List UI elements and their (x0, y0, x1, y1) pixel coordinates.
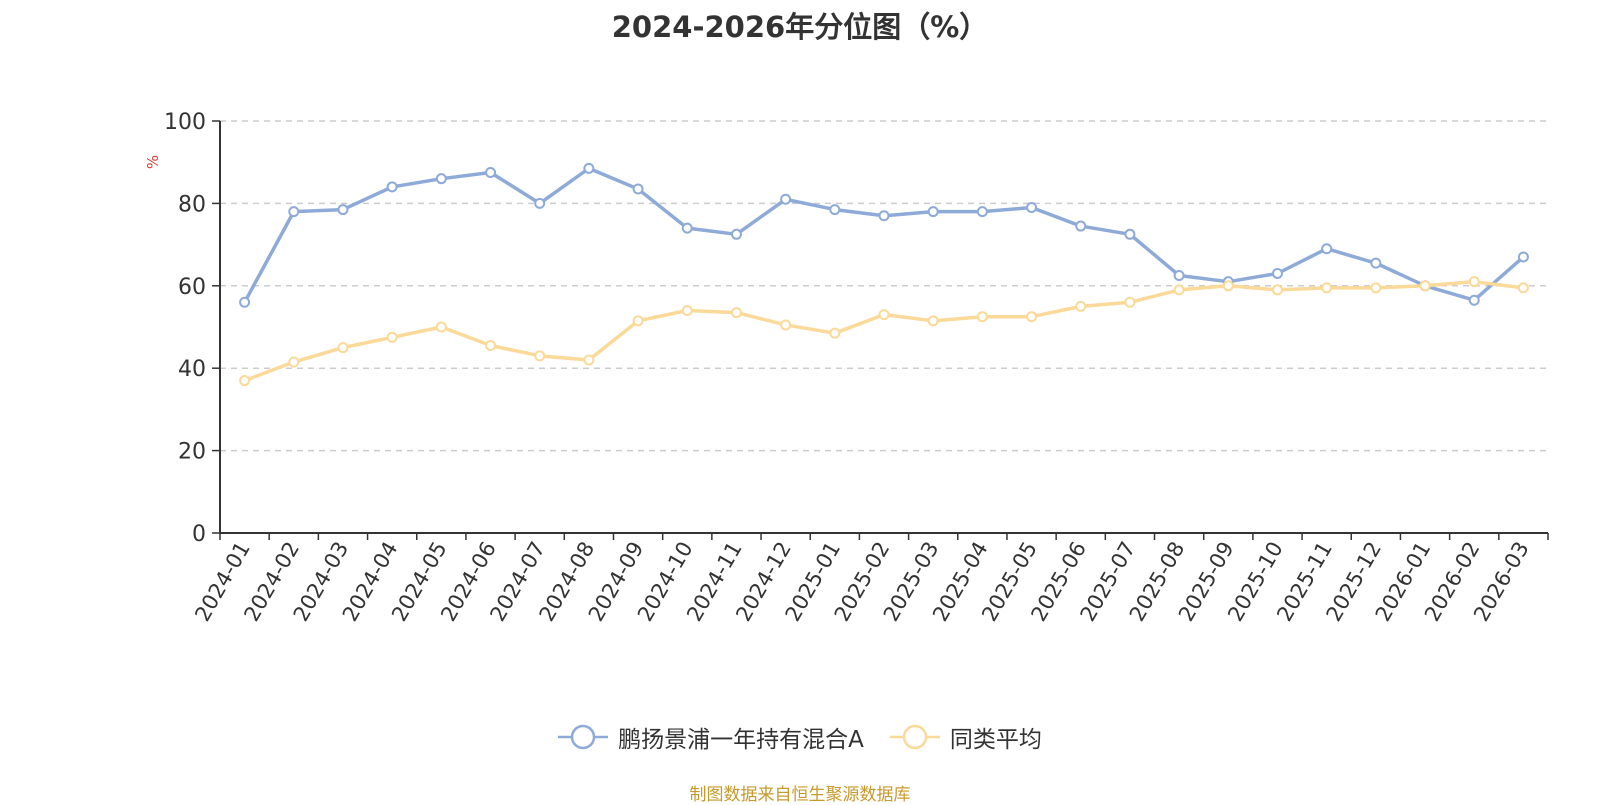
series-0-point (534, 197, 546, 209)
series-1-point (730, 307, 742, 319)
series-0-point (1026, 202, 1038, 214)
series-1-point (829, 327, 841, 339)
series-1-point (1321, 282, 1333, 294)
series-1-point (632, 315, 644, 327)
y-tick-label: 40 (178, 357, 206, 382)
series-1-point (878, 309, 890, 321)
series-1-point (681, 305, 693, 317)
series-0-point (1271, 267, 1283, 279)
series-0-point (337, 204, 349, 216)
series-0-point (1124, 228, 1136, 240)
series-0-point (239, 296, 251, 308)
y-tick-label: 80 (178, 192, 206, 217)
series-0-point (485, 167, 497, 178)
series-0-point (927, 206, 939, 218)
series-1-point (1271, 284, 1283, 296)
y-tick-label: 100 (164, 110, 206, 135)
series-1-point (435, 321, 447, 333)
y-tick-label: 20 (178, 440, 206, 465)
series-0-point (435, 173, 447, 185)
series-0-point (829, 204, 841, 216)
y-axis-label: % (144, 155, 162, 169)
legend-item-0[interactable]: 鹏扬景浦一年持有混合A (558, 720, 864, 754)
series-0-point (1321, 243, 1333, 255)
legend-line-circle-icon (558, 724, 609, 750)
legend-line-circle-icon (889, 724, 940, 750)
line-chart: % 0204060801002024-012024-022024-032024-… (144, 110, 1549, 625)
series-1-point (1468, 276, 1480, 288)
series-1-point (337, 342, 349, 354)
series-1-point (1222, 280, 1234, 292)
series-1-point (1173, 284, 1185, 296)
series-0-point (976, 206, 988, 218)
chart-legend[interactable]: 鹏扬景浦一年持有混合A 同类平均 (0, 720, 1600, 754)
series-1-point (386, 331, 398, 343)
series-0-point (1370, 257, 1382, 269)
series-0-point (386, 181, 398, 193)
series-1-point (1075, 300, 1087, 312)
series-0-point (878, 210, 890, 222)
series-0-point (632, 183, 644, 195)
series-line-0 (243, 166, 1525, 304)
series-line-1 (243, 279, 1524, 383)
series-1-point (485, 340, 497, 352)
series-0-point (780, 193, 792, 205)
legend-item-1[interactable]: 同类平均 (889, 720, 1042, 754)
series-0-point (730, 228, 742, 240)
series-1-point (288, 356, 300, 368)
series-1-point (534, 350, 546, 362)
series-0-point (681, 222, 693, 234)
series-1-point (1124, 296, 1136, 308)
series-1-point (1419, 280, 1431, 292)
series-0-point (1468, 294, 1480, 306)
series-0-point (1517, 251, 1529, 263)
legend-label: 同类平均 (949, 727, 1042, 753)
y-tick-label: 60 (178, 275, 206, 300)
chart-title: 2024-2026年分位图（%） (611, 10, 989, 44)
series-1-point (927, 315, 939, 327)
series-1-point (1517, 282, 1529, 294)
series-0-point (288, 206, 300, 218)
series-0-point (1173, 270, 1185, 281)
series-1-point (583, 354, 595, 366)
series-0-point (583, 162, 595, 174)
series-1-point (239, 375, 251, 387)
y-tick-label: 0 (192, 522, 206, 547)
series-0-point (1075, 220, 1087, 232)
series-1-point (1370, 282, 1382, 294)
series-1-point (976, 311, 988, 323)
series-1-point (780, 319, 792, 331)
data-source-note: 制图数据来自恒生聚源数据库 (689, 785, 911, 805)
legend-label: 鹏扬景浦一年持有混合A (618, 727, 864, 753)
series-1-point (1026, 311, 1038, 323)
